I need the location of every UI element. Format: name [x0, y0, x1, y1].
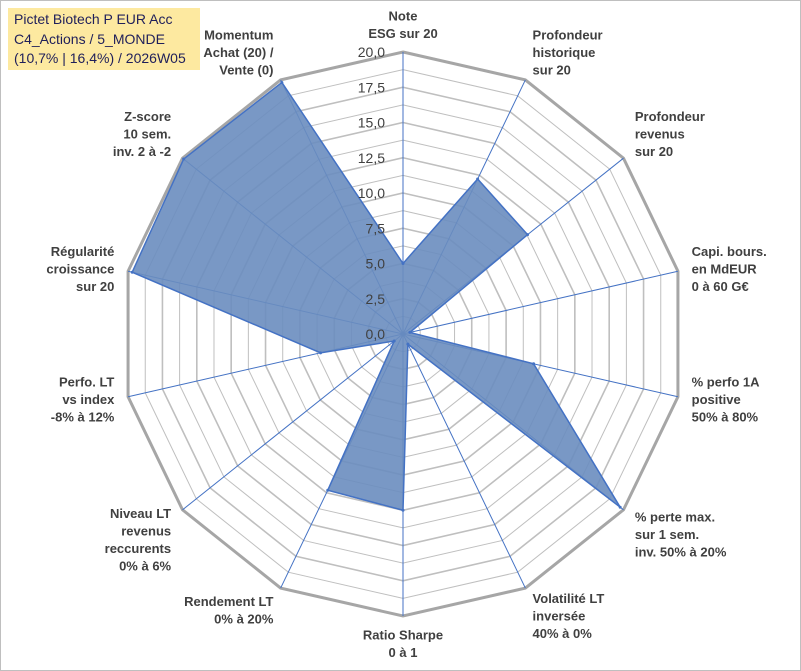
axis-label-line: vs index [62, 392, 115, 407]
data-point [406, 342, 410, 346]
axis-label-line: Régularité [51, 244, 115, 259]
axis-label-line: ESG sur 20 [368, 26, 437, 41]
tick-label: 7,5 [366, 220, 386, 236]
tick-label: 20,0 [358, 44, 385, 60]
axis-label: Z-score 10 sem. inv. 2 à -2 [113, 109, 171, 159]
tick-label: 2,5 [366, 291, 386, 307]
axis-label-line: 10 sem. [123, 127, 171, 142]
axis-label: Rendement LT 0% à 20% [184, 594, 274, 627]
axis-label-line: historique [533, 45, 596, 60]
axis-label-line: Vente (0) [219, 63, 273, 78]
axis-label-line: sur 20 [533, 63, 571, 78]
axis-label-line: Rendement LT [184, 594, 273, 609]
axis-label-line: 50% à 80% [692, 410, 759, 425]
data-point [130, 270, 134, 274]
axis-label-line: reccurents [105, 541, 171, 556]
axis-label-line: inv. 2 à -2 [113, 144, 171, 159]
data-point [408, 330, 412, 334]
axis-label-line: sur 1 sem. [635, 527, 699, 542]
axis-spoke [182, 333, 404, 511]
axis-label-line: Momentum [204, 28, 273, 43]
axis-label-line: 0% à 6% [119, 559, 171, 574]
axis-label-line: inv. 50% à 20% [635, 544, 727, 559]
data-point [319, 351, 323, 355]
tick-label: 10,0 [358, 185, 385, 201]
tick-label: 17,5 [358, 79, 385, 95]
axis-label-line: sur 20 [635, 144, 673, 159]
axis-label: Niveau LT revenus reccurents 0% à 6% [105, 506, 172, 574]
axis-label-line: croissance [46, 261, 114, 276]
axis-label-line: 0 à 1 [389, 645, 418, 660]
axis-label: Ratio Sharpe 0 à 1 [363, 628, 443, 661]
data-point [532, 362, 536, 366]
data-point [618, 505, 622, 509]
axis-label: Profondeur historique sur 20 [533, 28, 603, 78]
axis-label-line: Ratio Sharpe [363, 628, 443, 643]
axis-label: Momentum Achat (20) / Vente (0) [203, 28, 273, 78]
axis-label-line: revenus [635, 127, 685, 142]
fund-title-box: Pictet Biotech P EUR Acc C4_Actions / 5_… [8, 8, 200, 70]
axis-label-line: revenus [121, 524, 171, 539]
fund-stats: (10,7% | 16,4%) / 2026W05 [14, 50, 186, 66]
data-point [401, 508, 405, 512]
axis-label-line: Profondeur [533, 28, 603, 43]
data-point [392, 339, 396, 343]
axis-label: Perfo. LT vs index -8% à 12% [51, 375, 115, 425]
tick-label: 12,5 [358, 150, 385, 166]
axis-spoke [402, 270, 679, 335]
axis-label-line: sur 20 [76, 279, 114, 294]
axis-label-line: en MdEUR [692, 261, 758, 276]
axis-label-line: % perte max. [635, 509, 715, 524]
axis-label-line: Niveau LT [110, 506, 171, 521]
data-point [326, 488, 330, 492]
axis-label: Note ESG sur 20 [368, 9, 437, 42]
data-point [280, 80, 284, 84]
axis-label-line: Z-score [124, 109, 171, 124]
axis-spoke [402, 333, 526, 589]
axis-label-line: -8% à 12% [51, 410, 115, 425]
axis-label-line: inversée [533, 608, 586, 623]
data-point [476, 177, 480, 181]
tick-label: 0,0 [366, 326, 386, 342]
axis-label-line: Achat (20) / [203, 45, 273, 60]
axis-label-line: Capi. bours. [692, 244, 767, 259]
axis-label-line: 40% à 0% [533, 626, 593, 641]
axis-label: % perte max. sur 1 sem. inv. 50% à 20% [635, 509, 727, 559]
data-point [182, 157, 186, 161]
fund-name: Pictet Biotech P EUR Acc [14, 11, 173, 27]
tick-label: 5,0 [366, 256, 386, 272]
axis-label: Profondeur revenus sur 20 [635, 109, 705, 159]
data-point [526, 233, 530, 237]
axis-label: Capi. bours. en MdEUR 0 à 60 G€ [692, 244, 767, 294]
axis-label-line: Perfo. LT [59, 375, 114, 390]
axis-label-line: Volatilité LT [533, 591, 605, 606]
axis-label-line: Note [389, 9, 418, 24]
data-point [401, 262, 405, 265]
axis-label-line: 0% à 20% [214, 612, 274, 627]
axis-label-line: positive [692, 392, 741, 407]
axis-label: Régularité croissance sur 20 [46, 244, 114, 294]
axis-label: Volatilité LT inversée 40% à 0% [533, 591, 605, 641]
axis-label-line: % perfo 1A [692, 375, 761, 390]
axis-label: % perfo 1A positive 50% à 80% [692, 375, 761, 425]
axis-label-line: 0 à 60 G€ [692, 279, 749, 294]
tick-label: 15,0 [358, 115, 385, 131]
fund-category: C4_Actions / 5_MONDE [14, 30, 165, 47]
axis-label-line: Profondeur [635, 109, 705, 124]
